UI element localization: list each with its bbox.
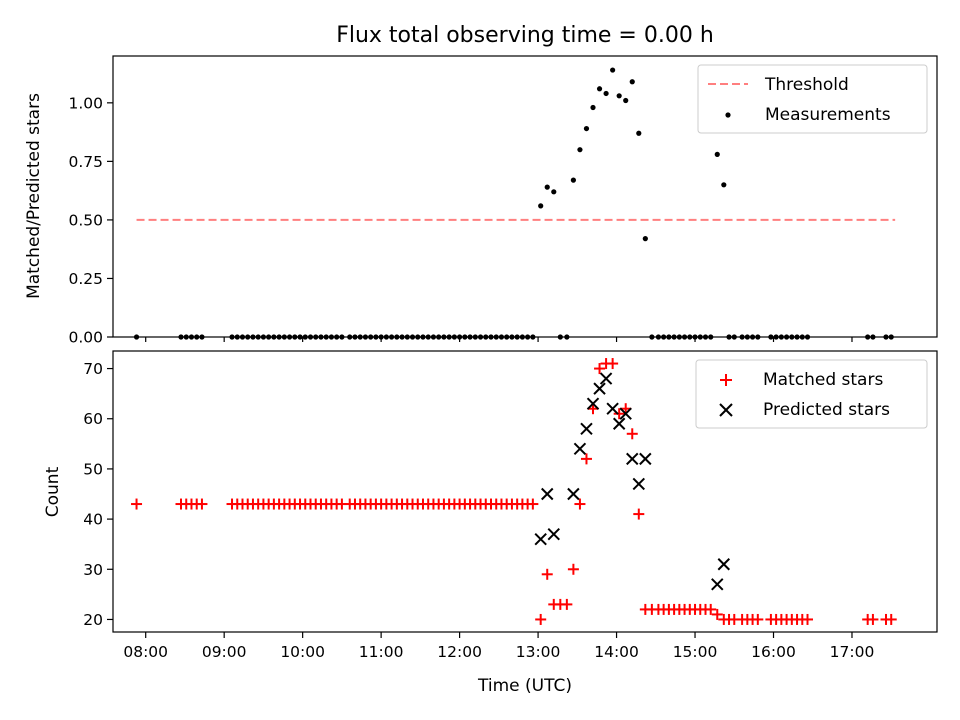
matched-stars-point xyxy=(607,358,619,370)
predicted-stars-point xyxy=(534,532,547,546)
legend-measurements-swatch xyxy=(725,112,731,118)
bottom-y-axis-label: Count xyxy=(43,466,63,517)
legend-matched-label: Matched stars xyxy=(763,370,883,390)
matched-stars-point xyxy=(594,363,606,375)
predicted-stars-point xyxy=(547,527,560,541)
matched-stars-point xyxy=(613,408,625,420)
measurement-point xyxy=(603,90,609,97)
matched-stars-point xyxy=(626,428,638,440)
xtick-label: 17:00 xyxy=(830,643,875,661)
matched-stars-point xyxy=(580,453,592,465)
predicted-stars-point xyxy=(573,442,587,456)
measurement-point xyxy=(551,189,557,195)
predicted-stars-point xyxy=(586,397,600,410)
matched-stars-point xyxy=(541,568,553,580)
measurement-point xyxy=(636,130,642,136)
measurement-point xyxy=(721,182,727,188)
x-axis-label: Time (UTC) xyxy=(477,676,572,696)
predicted-stars-point xyxy=(599,372,613,385)
xtick-label: 16:00 xyxy=(751,643,796,661)
predicted-stars-point xyxy=(567,487,580,501)
measurement-point xyxy=(544,184,550,190)
predicted-stars-point xyxy=(626,452,639,466)
xtick-label: 10:00 xyxy=(280,643,325,661)
measurement-point xyxy=(623,97,629,104)
bottom-ytick-label: 70 xyxy=(83,360,103,378)
xtick-label: 15:00 xyxy=(673,643,718,661)
legend-measurements-label: Measurements xyxy=(765,105,891,125)
bottom-panel: Count Time (UTC) 20 30 40 50 60 70 08:00 09:00… xyxy=(43,350,938,696)
legend-threshold-label: Threshold xyxy=(764,75,849,95)
measurement-point xyxy=(583,125,590,132)
xtick-label: 12:00 xyxy=(437,643,482,661)
top-ytick-label: 0.25 xyxy=(68,270,103,288)
top-ytick-label: 0.00 xyxy=(68,329,103,347)
matched-stars-point xyxy=(527,498,539,510)
top-ytick-label: 1.00 xyxy=(68,94,103,112)
bottom-plot-frame xyxy=(112,350,938,633)
bottom-legend-frame xyxy=(695,359,928,429)
predicted-stars-point xyxy=(541,487,554,501)
measurement-point xyxy=(642,236,648,242)
top-plot-frame xyxy=(112,55,938,338)
matched-stars-point xyxy=(705,603,717,615)
measurement-point xyxy=(590,104,596,111)
legend-predicted-label: Predicted stars xyxy=(763,400,890,420)
matched-stars-point xyxy=(574,498,586,510)
matched-stars-point xyxy=(885,613,897,625)
predicted-stars-point xyxy=(717,558,731,571)
measurement-point xyxy=(538,203,544,209)
top-y-axis-label: Matched/Predicted stars xyxy=(24,93,44,299)
predicted-stars-point xyxy=(619,407,632,420)
predicted-stars-point xyxy=(612,417,626,430)
top-ytick-label: 0.50 xyxy=(68,211,103,229)
measurement-point xyxy=(616,93,622,99)
xtick-label: 09:00 xyxy=(202,643,247,661)
matched-stars-point xyxy=(196,498,208,510)
bottom-legend: Matched stars Predicted stars xyxy=(695,359,928,429)
matched-stars-point xyxy=(867,613,879,625)
measurement-point xyxy=(714,151,720,157)
matched-stars-point xyxy=(633,508,645,520)
measurement-point xyxy=(577,147,583,153)
chart-title: Flux total observing time = 0.00 h xyxy=(336,23,714,48)
predicted-stars-point xyxy=(593,382,606,395)
matched-stars-point xyxy=(567,563,579,575)
legend-predicted-swatch xyxy=(719,403,733,417)
matched-stars-point xyxy=(711,608,723,620)
xtick-label: 11:00 xyxy=(359,643,404,661)
top-legend-frame xyxy=(697,64,928,134)
xtick-label: 14:00 xyxy=(594,643,639,661)
top-ytick-label: 0.75 xyxy=(68,153,103,171)
predicted-stars-point xyxy=(639,452,652,466)
measurement-point xyxy=(629,79,635,85)
predicted-stars-point xyxy=(580,422,593,435)
predicted-stars-point xyxy=(711,578,724,591)
xtick-label: 08:00 xyxy=(123,643,168,661)
predicted-stars-point xyxy=(606,402,619,415)
measurement-point xyxy=(596,86,603,92)
bottom-ytick-label: 60 xyxy=(83,410,103,428)
legend-matched-swatch xyxy=(720,374,732,386)
predicted-stars-point xyxy=(632,477,645,491)
bottom-ytick-label: 50 xyxy=(83,460,103,478)
matched-stars-point xyxy=(131,498,143,510)
bottom-ytick-label: 40 xyxy=(83,511,103,529)
bottom-ytick-label: 30 xyxy=(83,561,103,579)
top-legend: Threshold Measurements xyxy=(697,64,928,134)
top-panel: Flux total observing time = 0.00 h Match… xyxy=(24,23,938,347)
matched-stars-point xyxy=(752,613,764,625)
matched-stars-point xyxy=(802,613,814,625)
measurement-point xyxy=(610,67,616,73)
xtick-label: 13:00 xyxy=(516,643,561,661)
matched-stars-point xyxy=(535,613,547,625)
matched-stars-point xyxy=(561,598,573,610)
measurement-point xyxy=(570,177,576,183)
bottom-ytick-label: 20 xyxy=(83,611,103,629)
